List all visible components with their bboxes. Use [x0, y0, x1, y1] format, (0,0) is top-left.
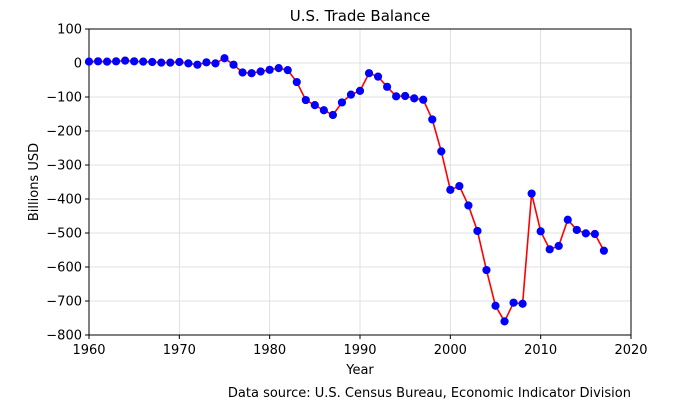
data-point: [581, 229, 590, 238]
y-tick-label: −800: [46, 329, 82, 344]
data-point: [283, 66, 292, 75]
data-point: [247, 69, 256, 78]
data-point: [518, 299, 527, 308]
y-tick-label: −700: [46, 295, 82, 310]
data-point: [392, 92, 401, 101]
data-point: [301, 95, 310, 105]
data-point: [509, 298, 518, 307]
data-point: [130, 57, 139, 66]
data-point: [274, 64, 283, 73]
y-axis-label: Billions USD: [27, 143, 42, 221]
data-point: [536, 227, 545, 236]
data-point: [464, 201, 473, 210]
data-point: [319, 106, 328, 115]
data-point: [337, 98, 347, 107]
data-point: [229, 60, 238, 69]
data-point: [193, 60, 202, 69]
trade-balance-line: [88, 57, 605, 324]
x-tick-label: 1980: [253, 343, 286, 358]
data-point: [410, 94, 419, 103]
y-tick-label: −300: [46, 159, 82, 174]
data-point: [383, 82, 392, 91]
x-tick-label: 1990: [343, 343, 376, 358]
data-point: [419, 95, 428, 104]
x-tick-label: 2010: [524, 343, 557, 358]
data-point: [93, 57, 103, 66]
grid: [88, 28, 632, 336]
data-point: [527, 189, 536, 198]
data-point: [157, 58, 166, 67]
data-point: [166, 58, 175, 67]
data-point: [202, 58, 211, 67]
data-point: [437, 147, 446, 156]
data-point: [446, 185, 455, 194]
data-point: [373, 72, 383, 81]
data-point: [112, 57, 121, 66]
chart-title: U.S. Trade Balance: [290, 7, 430, 25]
data-point: [102, 57, 112, 66]
x-tick-label: 2000: [434, 343, 467, 358]
data-point: [265, 65, 274, 74]
data-point: [121, 56, 130, 65]
data-point: [599, 246, 609, 255]
y-tick-label: −400: [46, 193, 82, 208]
data-point: [491, 301, 500, 310]
data-point: [238, 68, 247, 77]
y-tick-label: −100: [46, 91, 82, 106]
data-point: [355, 86, 365, 95]
y-tick-label: −600: [46, 261, 82, 276]
x-tick-label: 2020: [614, 343, 647, 358]
data-point: [401, 91, 410, 101]
data-point: [590, 229, 599, 239]
data-point: [148, 57, 157, 67]
data-point: [328, 110, 337, 120]
data-point: [139, 57, 148, 66]
data-point: [473, 226, 482, 236]
data-point: [455, 181, 464, 191]
x-axis-label: Year: [345, 363, 374, 378]
series-trade-balance: [84, 54, 609, 326]
data-point: [428, 115, 437, 124]
y-tick-label: −200: [46, 125, 82, 140]
data-point: [292, 77, 301, 87]
data-point: [211, 59, 220, 68]
data-point: [554, 241, 563, 251]
axis-ticks: 1960 1970 1980 1990 2000 2010 2020 100 0 −100 −200…: [46, 23, 647, 359]
y-tick-label: 0: [74, 57, 82, 72]
x-tick-label: 1970: [163, 343, 196, 358]
data-point: [563, 215, 572, 224]
data-point: [310, 101, 319, 110]
data-point: [482, 265, 491, 275]
data-point: [175, 57, 184, 67]
y-tick-label: −500: [46, 227, 82, 242]
data-point: [256, 67, 265, 76]
x-tick-label: 1960: [72, 343, 105, 358]
data-source-note: Data source: U.S. Census Bureau, Economi…: [228, 386, 631, 401]
data-point: [84, 57, 94, 66]
data-point: [184, 59, 193, 68]
data-point: [220, 54, 229, 63]
data-point: [346, 90, 356, 99]
data-point: [545, 245, 554, 254]
y-tick-label: 100: [57, 23, 82, 38]
data-point: [500, 317, 509, 326]
data-point: [364, 69, 374, 78]
data-point: [572, 225, 581, 235]
